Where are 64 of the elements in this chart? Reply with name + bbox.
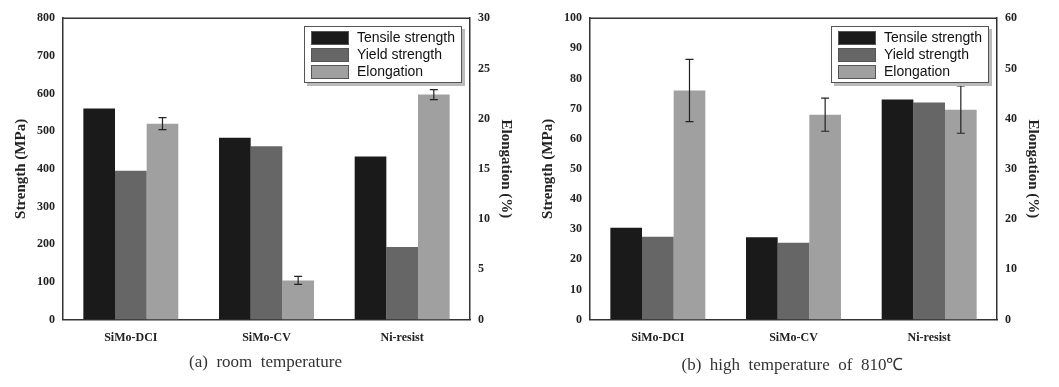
- y2-axis-title: Elongation (%): [498, 119, 516, 219]
- y2-tick-label: 10: [1005, 261, 1017, 276]
- y-axis-title: Strength (MPa): [538, 118, 556, 219]
- y-tick-label: 80: [570, 70, 582, 85]
- y-tick-label: 0: [49, 311, 55, 326]
- y-tick-label: 100: [37, 274, 55, 289]
- y2-tick-label: 0: [478, 311, 484, 326]
- legend-label: Yield strength: [883, 46, 970, 64]
- y-tick-label: 100: [564, 10, 582, 25]
- y2-tick-label: 20: [1005, 211, 1017, 226]
- y2-tick-label: 10: [478, 211, 490, 226]
- y-tick-label: 500: [37, 123, 55, 138]
- bar: [219, 137, 251, 320]
- y2-tick-label: 15: [478, 160, 490, 175]
- y2-tick-label: 30: [478, 10, 490, 25]
- x-tick-label: Ni-resist: [380, 329, 424, 344]
- y-tick-label: 400: [37, 160, 55, 175]
- bar: [417, 94, 450, 320]
- y-tick-label: 10: [570, 281, 582, 296]
- y-tick-label: 40: [570, 191, 582, 206]
- y2-axis-title: Elongation (%): [1025, 119, 1043, 219]
- y2-tick-label: 5: [478, 261, 484, 276]
- y2-tick-label: 25: [478, 60, 490, 75]
- bar: [250, 146, 283, 320]
- y2-tick-label: 0: [1005, 311, 1011, 326]
- x-tick-label: SiMo-CV: [242, 329, 292, 344]
- bar: [282, 280, 314, 320]
- bar: [610, 227, 643, 320]
- legend-label: Elongation: [356, 63, 424, 81]
- y-tick-label: 20: [570, 251, 582, 266]
- y2-tick-label: 60: [1005, 10, 1017, 25]
- legend-label: Elongation: [883, 63, 951, 81]
- y-tick-label: 90: [570, 40, 582, 55]
- legend-label: Yield strength: [356, 46, 443, 64]
- legend-label: Tensile strength: [883, 29, 982, 47]
- y-tick-label: 0: [576, 311, 582, 326]
- x-tick-label: Ni-resist: [907, 329, 951, 344]
- bar: [746, 237, 778, 320]
- y-tick-label: 50: [570, 160, 582, 175]
- y-tick-label: 300: [37, 198, 55, 213]
- x-tick-label: SiMo-DCI: [104, 329, 158, 344]
- y-tick-label: 30: [570, 221, 582, 236]
- bar: [881, 99, 914, 320]
- x-tick-label: SiMo-CV: [769, 329, 819, 344]
- legend-label: Tensile strength: [356, 29, 455, 47]
- y-tick-label: 70: [570, 100, 582, 115]
- y-tick-label: 800: [37, 10, 55, 25]
- y-tick-label: 200: [37, 236, 55, 251]
- bar: [83, 108, 116, 320]
- y2-tick-label: 20: [478, 110, 490, 125]
- y2-tick-label: 50: [1005, 60, 1017, 75]
- y2-tick-label: 30: [1005, 160, 1017, 175]
- text: (a) room temperature: [189, 352, 342, 372]
- y-tick-label: 700: [37, 47, 55, 62]
- bar: [386, 246, 418, 320]
- y2-tick-label: 40: [1005, 110, 1017, 125]
- x-tick-label: SiMo-DCI: [631, 329, 685, 344]
- y-tick-label: 60: [570, 130, 582, 145]
- bar: [354, 156, 387, 320]
- bar: [673, 90, 706, 320]
- y-axis-title: Strength (MPa): [11, 118, 29, 219]
- text: (b) high temperature of 810℃: [681, 354, 904, 375]
- bar: [809, 114, 841, 320]
- y-tick-label: 600: [37, 85, 55, 100]
